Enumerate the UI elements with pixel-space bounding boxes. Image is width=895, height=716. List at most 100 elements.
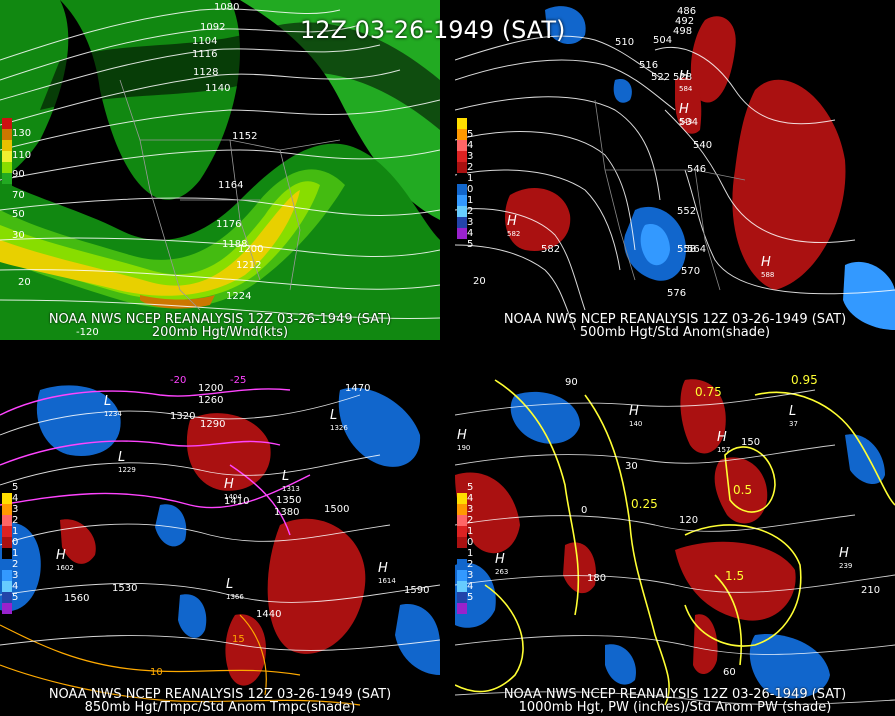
contour-label: 20 [18,277,31,288]
contour-label: 180 [587,573,607,584]
legend-swatch [457,537,467,548]
contour-label: 210 [861,585,881,596]
contour-label: 1200 [238,244,264,255]
panel-1000mb-precipitable-water: 5 4 3 2 1 0 1 2 3 4 5 0.25 0.5 0.75 1.5 … [455,375,895,715]
low-marker: L 1229 [118,450,136,474]
high-marker: H 543 [679,102,693,126]
low-marker: L 1366 [226,577,244,601]
legend-label: 2 [467,162,474,173]
panel-200mb-wind: 130 110 90 70 50 30 1080 1092 1104 1116 … [0,0,440,340]
panel-subtitle: 850mb Hgt/Tmpc/Std Anom Tmpc(shade) [84,700,356,715]
contour-label: 150 [741,437,761,448]
legend-swatch [2,603,12,614]
legend-swatch [457,548,467,559]
contour-label: 1152 [232,131,258,142]
panel-500mb-anomaly: 5 4 3 2 1 0 1 2 3 4 5 486 492 498 504 51… [455,0,895,340]
legend-label: 2 [12,515,19,526]
legend-label: 2 [467,559,474,570]
legend-label: 4 [467,228,474,239]
credit-line: NOAA NWS NCEP REANALYSIS 12Z 03-26-1949 … [48,312,392,327]
anomaly-legend [457,493,467,614]
legend-swatch [2,559,12,570]
legend-label: 5 [12,482,19,493]
high-marker: H 239 [839,546,853,570]
contour-label: 0 [581,505,588,516]
legend-swatch [457,504,467,515]
contour-label: 1164 [218,180,244,191]
contour-label: 120 [679,515,699,526]
legend-label: 70 [12,190,25,201]
contour-label: 576 [667,288,687,299]
contour-label: -25 [230,375,247,386]
legend-label: 1 [467,548,474,559]
legend-label: 90 [12,169,25,180]
legend-swatch [2,173,12,184]
credit-line: NOAA NWS NCEP REANALYSIS 12Z 03-26-1949 … [503,687,847,702]
credit-line: NOAA NWS NCEP REANALYSIS 12Z 03-26-1949 … [48,687,392,702]
legend-label: 4 [12,493,19,504]
contour-label: 1.5 [725,569,745,583]
panel-subtitle: 200mb Hgt/Wnd(kts) [151,325,289,340]
legend-swatch [2,581,12,592]
high-marker: H 1602 [56,548,74,572]
wind-map [0,0,440,340]
legend-label: 3 [467,151,474,162]
contour-label: 492 [675,16,695,27]
legend-swatch [457,515,467,526]
temperature-map [0,375,440,715]
legend-label: 4 [12,581,19,592]
legend-swatch [457,151,467,162]
legend-swatch [2,140,12,151]
contour-label: -20 [170,375,187,386]
legend-swatch [457,570,467,581]
contour-label: 1212 [236,260,262,271]
contour-label: 1470 [345,383,371,394]
low-marker: L 1313 [282,469,300,493]
contour-label: 528 [673,72,693,83]
wind-speed-legend [2,118,12,195]
contour-label: 1224 [226,291,252,302]
legend-label: 4 [467,581,474,592]
legend-label: 5 [467,482,474,493]
contour-label: 540 [693,140,713,151]
legend-swatch [457,206,467,217]
legend-swatch [457,173,467,184]
contour-label: 546 [687,164,707,175]
contour-label: 1320 [170,411,196,422]
legend-label: 2 [467,515,474,526]
legend-swatch [457,493,467,504]
legend-swatch [457,603,467,614]
legend-swatch [2,129,12,140]
contour-label: 516 [639,60,659,71]
contour-label: 552 [677,206,697,217]
pw-map [455,375,895,715]
legend-label: 30 [12,230,25,241]
anomaly-legend [2,493,12,614]
contour-label: 582 [541,244,561,255]
high-marker: H 584 [679,69,693,93]
contour-label: 0.25 [631,497,658,511]
legend-swatch [457,581,467,592]
legend-swatch [457,162,467,173]
legend-swatch [2,515,12,526]
legend-label: 3 [12,570,19,581]
contour-label: 1092 [200,22,226,33]
legend-label: 1 [467,195,474,206]
high-marker: H 1404 [224,477,242,501]
contour-label: 20 [473,276,486,287]
legend-swatch [457,140,467,151]
legend-swatch [2,526,12,537]
contour-label: 510 [615,37,635,48]
contour-label: 570 [681,266,701,277]
contour-label: 1080 [214,2,240,13]
contour-label: 0.75 [695,385,722,399]
legend-swatch [2,570,12,581]
high-marker: H 582 [507,214,521,238]
legend-swatch [2,504,12,515]
legend-label: 4 [467,140,474,151]
high-marker: H 588 [761,255,775,279]
contour-label: 1380 [274,507,300,518]
low-marker: L 37 [789,404,798,428]
legend-swatch [2,548,12,559]
contour-label: 10 [150,667,163,678]
